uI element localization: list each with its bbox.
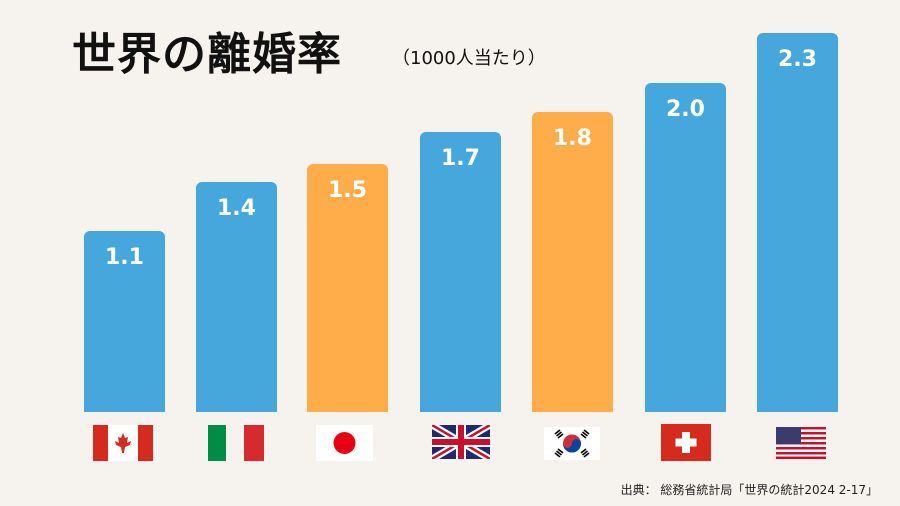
switzerland-flag-icon [661,424,711,461]
bar-value-label: 2.3 [778,47,817,72]
south-korea-flag-icon [544,427,600,460]
bar-value-label: 1.5 [328,178,367,203]
chart-subtitle: （1000人当たり） [392,48,546,69]
bar-value-label: 1.8 [553,126,592,151]
bar-switzerland: 2.0 [645,83,726,412]
bar-value-label: 1.1 [105,245,144,270]
bar-south-korea: 1.8 [532,112,613,412]
bar-value-label: 1.4 [217,196,256,221]
canada-flag-icon [93,425,153,461]
bar-value-label: 1.7 [441,146,480,171]
japan-flag-icon [316,425,373,461]
bar-united-kingdom: 1.7 [420,132,501,412]
bar-united-states: 2.3 [757,33,838,412]
bar-canada: 1.1 [84,231,165,412]
united-states-flag-icon [776,427,826,459]
united-kingdom-flag-icon [432,425,490,461]
bar-value-label: 2.0 [666,97,705,122]
italy-flag-icon [208,425,264,461]
source-note: 出典： 総務省統計局「世界の統計2024 2-17」 [620,483,878,497]
bar-japan: 1.5 [307,164,388,412]
bar-italy: 1.4 [196,182,277,412]
chart-title: 世界の離婚率 [72,29,342,80]
